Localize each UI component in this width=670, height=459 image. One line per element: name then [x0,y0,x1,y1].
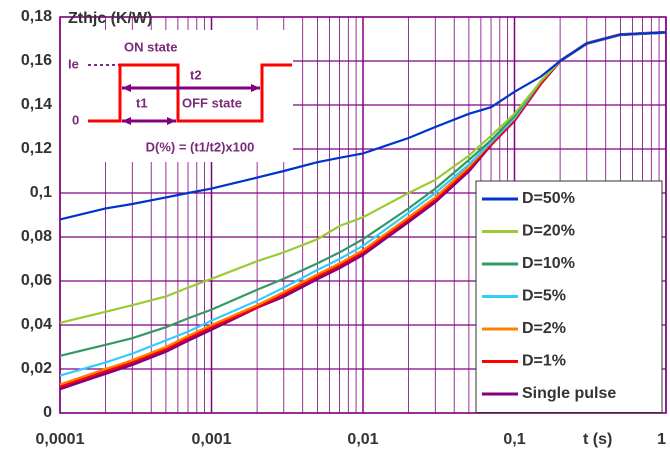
lines [59,30,667,391]
waveform [88,63,292,123]
inset-label: 0 [72,112,79,127]
y-tick-label: 0,12 [21,140,52,157]
y-tick-label: 0,02 [21,360,52,377]
x-tick-label: 0,01 [347,431,378,448]
legend-label: D=50% [522,190,575,207]
arrow-head [122,117,131,125]
legend-label: D=1% [522,353,566,370]
x-tick-label: 0,001 [191,431,231,448]
arrow-head [122,84,131,92]
inset-label: Ie [68,56,79,71]
plot-frame [59,16,667,414]
inset-label: ON state [124,39,177,54]
y-tick-label: 0,16 [21,52,52,69]
x-axis-label: t (s) [583,431,612,448]
x-tick-label: 1 [657,431,666,448]
legend-label: D=10% [522,255,575,272]
y-tick-label: 0 [43,404,52,421]
series-line [59,31,667,324]
y-tick-label: 0,1 [30,184,52,201]
inset-label: OFF state [182,95,242,110]
x-tick-label: 0,1 [503,431,525,448]
arrow-head [251,84,260,92]
y-tick-label: 0,04 [21,316,52,333]
series-line [59,31,667,221]
y-tick-label: 0,08 [21,228,52,245]
y-axis-label: Zthjc (K/W) [68,10,152,27]
y-tick-label: 0,14 [21,96,52,113]
inset-label: t2 [190,67,202,82]
inset-label: t1 [136,95,148,110]
arrow-head [167,117,176,125]
y-tick-label: 0,06 [21,272,52,289]
inset-label: D(%) = (t1/t2)x100 [146,139,255,154]
inset: Ie ON state t2 t1 OFF state 0 D(%) = (t1… [68,39,292,154]
y-tick-label: 0,18 [21,8,52,25]
legend-label: D=5% [522,288,566,305]
x-tick-label: 0,0001 [36,431,85,448]
legend-label: D=20% [522,223,575,240]
legend-label: Single pulse [522,385,616,402]
legend-label: D=2% [522,320,566,337]
legend: D=50% D=20% D=10% D=5% D=2% D=1% Single pulse [475,180,663,413]
